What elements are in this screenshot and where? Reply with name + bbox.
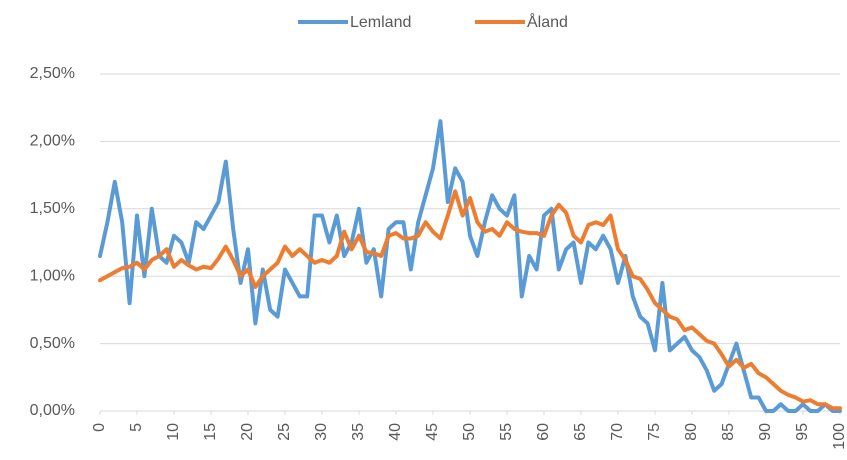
x-tick-label: 45 bbox=[424, 423, 441, 441]
x-tick-label: 70 bbox=[609, 423, 626, 441]
y-tick-label: 2,50% bbox=[30, 65, 75, 82]
y-tick-label: 0,00% bbox=[30, 402, 75, 419]
x-tick-label: 85 bbox=[720, 423, 737, 441]
x-tick-label: 30 bbox=[313, 423, 330, 441]
x-tick-label: 55 bbox=[498, 423, 515, 441]
x-tick-label: 75 bbox=[646, 423, 663, 441]
x-tick-label: 20 bbox=[239, 423, 256, 441]
x-tick-label: 15 bbox=[202, 423, 219, 441]
x-tick-label: 35 bbox=[350, 423, 367, 441]
x-tick-label: 65 bbox=[572, 423, 589, 441]
x-tick-label: 80 bbox=[683, 423, 700, 441]
line-series bbox=[98, 119, 842, 413]
line-series bbox=[98, 189, 842, 411]
x-tick-label: 0 bbox=[91, 423, 108, 432]
x-tick-label: 25 bbox=[276, 423, 293, 441]
y-tick-label: 1,50% bbox=[30, 200, 75, 217]
legend-label: Åland bbox=[527, 12, 568, 31]
y-tick-label: 0,50% bbox=[30, 335, 75, 352]
x-tick-label: 90 bbox=[757, 423, 774, 441]
legend-label: Lemland bbox=[350, 14, 411, 31]
x-tick-label: 95 bbox=[794, 423, 811, 441]
x-tick-label: 40 bbox=[387, 423, 404, 441]
y-tick-label: 1,00% bbox=[30, 267, 75, 284]
x-tick-label: 60 bbox=[535, 423, 552, 441]
x-tick-label: 100 bbox=[831, 423, 847, 450]
x-tick-label: 50 bbox=[461, 423, 478, 441]
y-tick-label: 2,00% bbox=[30, 133, 75, 150]
x-tick-label: 10 bbox=[165, 423, 182, 441]
x-tick-label: 5 bbox=[128, 423, 145, 432]
